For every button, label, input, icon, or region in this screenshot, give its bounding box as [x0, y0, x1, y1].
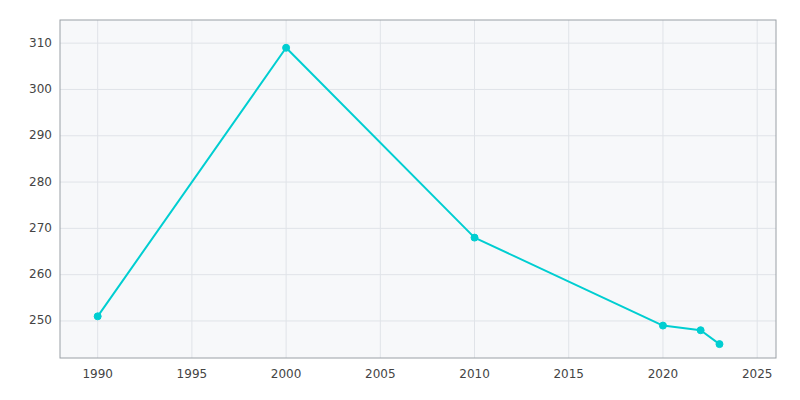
- x-tick-label: 2000: [271, 367, 302, 381]
- x-grid-line: [474, 20, 475, 358]
- y-grid-line: [60, 135, 776, 136]
- point: [697, 327, 704, 334]
- y-grid-line: [60, 274, 776, 275]
- x-tick-label: 2020: [648, 367, 679, 381]
- point: [716, 341, 723, 348]
- y-tick-label: 270: [29, 221, 52, 235]
- x-grid-line: [191, 20, 192, 358]
- x-grid-line: [662, 20, 663, 358]
- y-grid-line: [60, 320, 776, 321]
- x-grid-line: [286, 20, 287, 358]
- point: [659, 322, 666, 329]
- y-grid-line: [60, 228, 776, 229]
- plot-frame: [60, 20, 776, 358]
- x-grid-line: [97, 20, 98, 358]
- y-tick-label: 310: [29, 36, 52, 50]
- tick-labels: 250 260 270 280 290 300 310 1990 1995 2000 2005 201…: [29, 36, 772, 381]
- x-tick-label: 2005: [365, 367, 396, 381]
- x-tick-label: 2010: [459, 367, 490, 381]
- x-grid-line: [757, 20, 758, 358]
- x-grid-line: [380, 20, 381, 358]
- y-tick-label: 290: [29, 128, 52, 142]
- x-tick-label: 1990: [82, 367, 113, 381]
- line: [98, 48, 720, 344]
- y-grid-line: [60, 43, 776, 44]
- plot-background: [60, 20, 776, 358]
- point: [94, 313, 101, 320]
- x-tick-label: 2025: [742, 367, 773, 381]
- x-tick-label: 2015: [553, 367, 584, 381]
- y-tick-label: 280: [29, 175, 52, 189]
- y-grid-line: [60, 89, 776, 90]
- chart-container: 250 260 270 280 290 300 310 1990 1995 2000 2005 201…: [0, 0, 800, 400]
- y-tick-label: 260: [29, 267, 52, 281]
- y-tick-label: 300: [29, 82, 52, 96]
- point: [471, 234, 478, 241]
- series: [94, 44, 723, 347]
- x-grid-line: [568, 20, 569, 358]
- chart-svg: 250 260 270 280 290 300 310 1990 1995 2000 2005 201…: [0, 0, 800, 400]
- y-tick-label: 250: [29, 313, 52, 327]
- grid: [60, 20, 776, 358]
- x-tick-label: 1995: [177, 367, 208, 381]
- point: [283, 44, 290, 51]
